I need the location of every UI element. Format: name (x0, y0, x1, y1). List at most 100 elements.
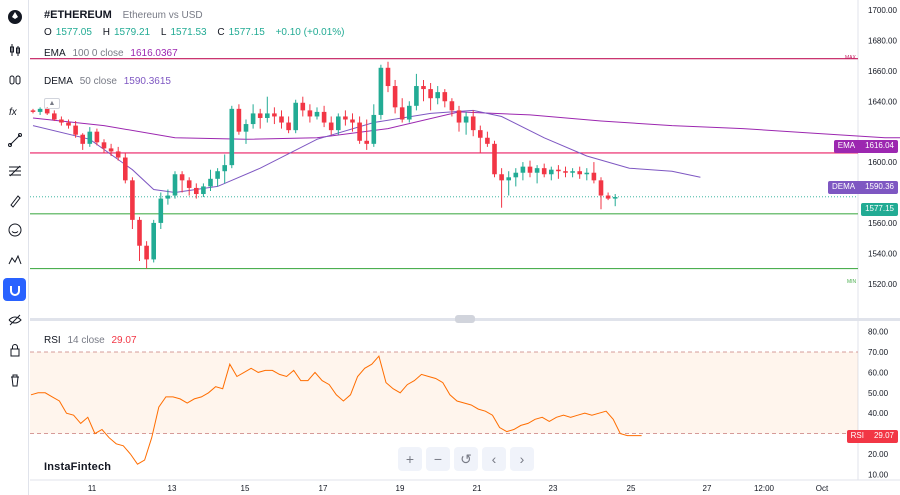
collapse-legend-button[interactable]: ▲ (44, 98, 60, 109)
rsi-axis-tick: 10.00 (868, 470, 889, 479)
pattern-button[interactable] (3, 248, 26, 271)
brush-button[interactable] (3, 189, 26, 212)
candle-body (66, 122, 71, 126)
ema-legend[interactable]: EMA 100 0 close 1616.0367 (44, 48, 182, 59)
candle-body (165, 195, 171, 199)
eye-icon (8, 314, 22, 325)
candle-body (179, 174, 185, 181)
candle-body (307, 110, 313, 117)
brush-icon (9, 194, 21, 208)
candle-body (563, 171, 568, 173)
zoom-out-button[interactable]: − (426, 447, 450, 471)
time-axis-tick: 19 (396, 484, 405, 493)
rsi-line (30, 355, 642, 465)
rsi-axis-tick: 80.00 (868, 328, 889, 337)
scroll-left-button[interactable]: ‹ (482, 447, 506, 471)
time-axis-tick: 11 (88, 484, 97, 493)
magnet-button[interactable] (3, 278, 26, 301)
indicators-button[interactable] (3, 68, 26, 91)
candle-body (421, 86, 426, 90)
close-value: 1577.15 (228, 27, 265, 38)
candle-body (414, 86, 419, 106)
last-price-value: 1577.15 (865, 204, 894, 213)
candle-body (80, 134, 85, 144)
rsi-tag-value: 29.07 (873, 431, 894, 440)
time-axis-tick: 27 (703, 484, 712, 493)
change-value: +0.10 (+0.01%) (275, 27, 345, 38)
time-axis-tick: 17 (319, 484, 328, 493)
candle-body (428, 89, 433, 99)
candle-body (59, 119, 64, 123)
candle-body (137, 219, 142, 246)
candles-button[interactable] (3, 38, 26, 61)
candle-body (371, 114, 377, 144)
candle-body (549, 169, 554, 175)
rsi-tag-label: RSI (850, 431, 864, 440)
high-label: H (102, 27, 110, 38)
candle-body (108, 148, 114, 152)
rsi-legend[interactable]: RSI 14 close 29.07 (44, 335, 141, 346)
eye-button[interactable] (3, 308, 26, 331)
rsi-axis-tick: 20.00 (868, 450, 889, 459)
ema-legend-value: 1616.0367 (130, 48, 178, 59)
fib-button[interactable] (3, 159, 26, 182)
fx-button[interactable]: fx (3, 99, 26, 122)
time-axis-tick: 23 (549, 484, 558, 493)
emoji-icon (8, 223, 21, 236)
candle-body (478, 130, 483, 138)
scroll-right-button[interactable]: › (510, 447, 534, 471)
fib-icon (8, 165, 21, 176)
symbol-name[interactable]: #ETHEREUM (44, 9, 112, 21)
candle-body (577, 171, 582, 175)
candle-body (385, 67, 391, 87)
low-label: L (160, 27, 167, 38)
trash-button[interactable] (3, 368, 26, 391)
candle-body (208, 178, 213, 187)
rsi-axis-tick: 40.00 (868, 409, 889, 418)
chart-canvas[interactable]: 1520.001540.001560.001600.001640.001660.… (30, 0, 900, 495)
zoom-in-button[interactable]: + (398, 447, 422, 471)
candle-body (612, 197, 618, 199)
candle-body (463, 116, 469, 123)
lock-button[interactable] (3, 338, 26, 361)
time-axis-tick: Oct (816, 484, 829, 493)
max-level-label: MAX (845, 55, 856, 61)
reset-chart-button[interactable]: ↺ (454, 447, 478, 471)
candle-body (541, 168, 547, 175)
symbol-description: Ethereum vs USD (122, 10, 203, 21)
ethereum-logo-button[interactable] (3, 5, 26, 28)
candle-body (591, 172, 597, 181)
candle-body (399, 107, 405, 120)
candle-body (485, 137, 490, 144)
candle-body (243, 124, 249, 132)
rsi-value-tag: RSI 29.07 (846, 430, 898, 443)
candle-body (158, 198, 164, 223)
price-axis-tick: 1680.00 (868, 36, 897, 45)
candle-body (378, 67, 384, 115)
trash-icon (10, 374, 19, 386)
time-axis-tick: 15 (241, 484, 250, 493)
ohlc-legend: O 1577.05 H 1579.21 L 1571.53 C 1577.15 +0.1… (44, 27, 349, 38)
dema-legend[interactable]: DEMA 50 close 1590.3615 (44, 76, 175, 87)
candle-body (123, 157, 128, 181)
fx-icon: fx (9, 107, 18, 118)
candle-body (605, 195, 611, 199)
trend-line-button[interactable] (3, 128, 26, 151)
candle-body (350, 119, 355, 123)
time-axis-tick: 25 (627, 484, 636, 493)
candle-body (286, 122, 291, 131)
dema-tag-label: DEMA (831, 182, 856, 191)
rsi-axis-tick: 60.00 (868, 368, 889, 377)
candle-body (101, 142, 107, 149)
dema-legend-value: 1590.3615 (123, 76, 171, 87)
candle-body (229, 108, 235, 166)
price-axis-tick: 1560.00 (868, 219, 897, 228)
time-axis-tick: 12:00 (754, 484, 775, 493)
trend-line-icon (7, 132, 22, 147)
watermark-logo: InstaFintech (44, 461, 112, 473)
candle-body (328, 122, 334, 131)
emoji-button[interactable] (3, 218, 26, 241)
price-axis-tick: 1700.00 (868, 6, 897, 15)
price-axis-tick: 1660.00 (868, 67, 897, 76)
candle-body (94, 131, 100, 143)
